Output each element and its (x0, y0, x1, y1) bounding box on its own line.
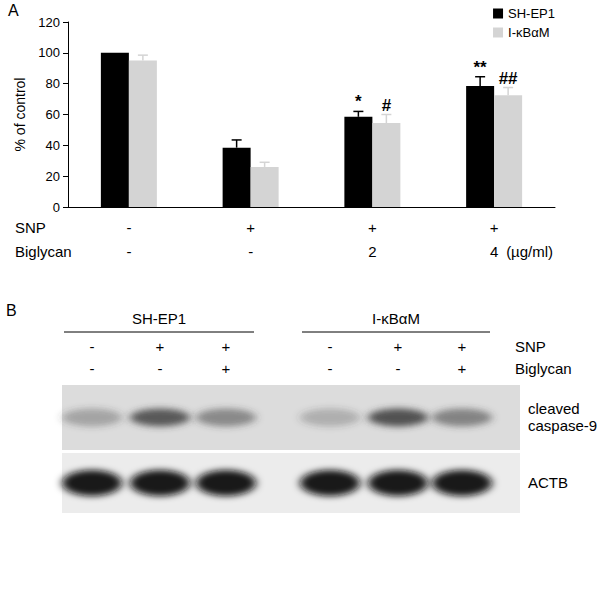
svg-text:+: + (246, 219, 255, 236)
svg-text:I-κBαM: I-κBαM (372, 310, 420, 327)
svg-text:A: A (8, 2, 19, 19)
svg-text:2: 2 (368, 243, 376, 260)
svg-text:+: + (490, 219, 499, 236)
svg-text:SNP: SNP (515, 338, 546, 355)
svg-text:*: * (355, 92, 362, 111)
svg-text:SH-EP1: SH-EP1 (508, 6, 555, 21)
svg-text:**: ** (474, 58, 488, 77)
svg-text:-: - (248, 243, 253, 260)
svg-text:cleaved: cleaved (528, 400, 580, 417)
svg-text:Biglycan: Biglycan (15, 243, 72, 260)
svg-text:+: + (222, 360, 231, 377)
svg-text:SH-EP1: SH-EP1 (132, 310, 186, 327)
svg-text:+: + (394, 338, 403, 355)
svg-text:SNP: SNP (15, 219, 46, 236)
svg-text:+: + (458, 338, 467, 355)
svg-text:(µg/ml): (µg/ml) (506, 243, 553, 260)
svg-text:#: # (382, 96, 392, 115)
svg-text:ACTB: ACTB (528, 474, 568, 491)
svg-text:B: B (6, 302, 17, 319)
svg-text:-: - (328, 360, 333, 377)
svg-text:-: - (126, 219, 131, 236)
svg-text:-: - (90, 338, 95, 355)
svg-text:I-κBαM: I-κBαM (508, 25, 549, 40)
svg-text:4: 4 (490, 243, 498, 260)
svg-text:20: 20 (46, 169, 60, 184)
svg-text:Biglycan: Biglycan (515, 360, 572, 377)
svg-text:+: + (222, 338, 231, 355)
svg-text:##: ## (499, 69, 518, 88)
svg-text:+: + (156, 338, 165, 355)
svg-text:+: + (458, 360, 467, 377)
svg-text:-: - (328, 338, 333, 355)
svg-text:100: 100 (38, 45, 60, 60)
svg-text:120: 120 (38, 15, 60, 30)
svg-text:60: 60 (46, 107, 60, 122)
svg-text:0: 0 (53, 200, 60, 215)
svg-text:% of control: % of control (12, 78, 28, 152)
svg-text:80: 80 (46, 76, 60, 91)
svg-text:-: - (396, 360, 401, 377)
svg-text:-: - (90, 360, 95, 377)
svg-text:-: - (158, 360, 163, 377)
svg-text:caspase-9: caspase-9 (528, 417, 597, 434)
svg-text:40: 40 (46, 138, 60, 153)
svg-text:-: - (126, 243, 131, 260)
svg-text:+: + (368, 219, 377, 236)
